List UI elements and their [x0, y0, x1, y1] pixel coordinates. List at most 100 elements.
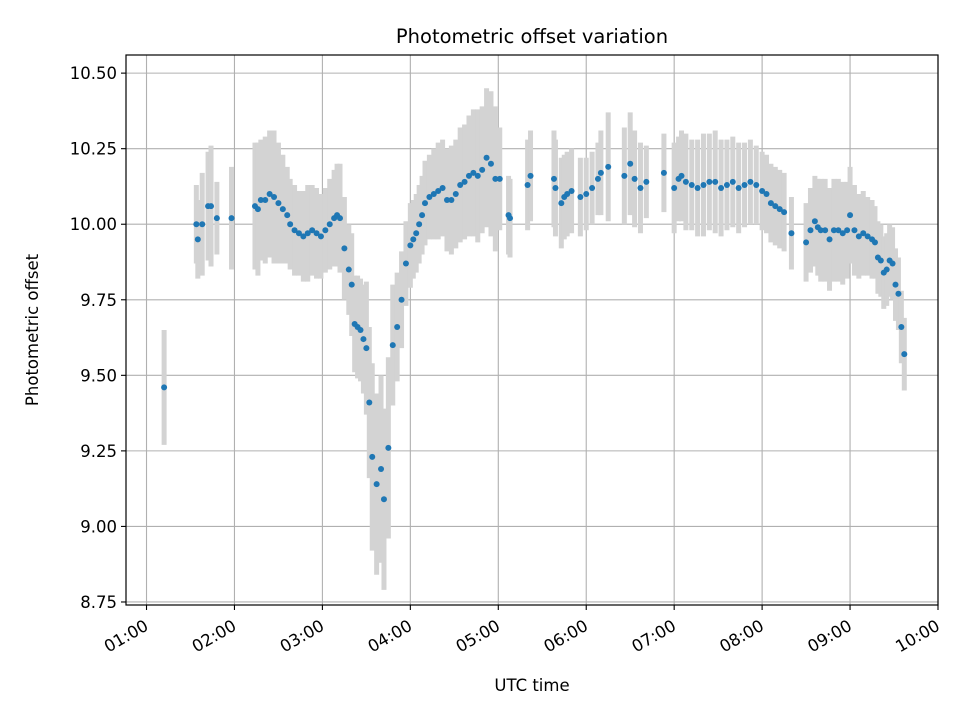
- data-point: [193, 221, 200, 228]
- data-point: [772, 203, 779, 210]
- data-point: [378, 466, 385, 473]
- data-point: [637, 184, 644, 191]
- data-point: [208, 203, 215, 210]
- data-point: [300, 233, 307, 240]
- data-point: [487, 160, 494, 167]
- data-point: [341, 245, 348, 252]
- data-point: [660, 169, 667, 176]
- data-point: [577, 194, 584, 201]
- data-point: [550, 175, 557, 182]
- data-point: [700, 181, 707, 188]
- data-point: [194, 236, 201, 243]
- data-point: [326, 221, 333, 228]
- data-point: [313, 230, 320, 237]
- data-point: [357, 327, 364, 333]
- x-tick-label: 09:00: [804, 616, 855, 656]
- data-point: [860, 230, 867, 237]
- x-tick-label: 08:00: [716, 616, 767, 656]
- data-point: [304, 230, 311, 237]
- data-point: [855, 233, 862, 240]
- data-point: [678, 172, 685, 179]
- data-point: [688, 181, 695, 188]
- data-point: [753, 181, 760, 188]
- data-point: [419, 212, 426, 219]
- data-point: [817, 227, 824, 234]
- data-point: [457, 181, 464, 188]
- data-point: [394, 323, 401, 330]
- y-tick-label: 9.75: [80, 291, 117, 310]
- x-tick-label: 01:00: [101, 616, 152, 656]
- data-point: [366, 399, 373, 406]
- data-point: [682, 178, 689, 185]
- x-tick-label: 02:00: [189, 616, 240, 656]
- data-point: [583, 191, 590, 198]
- y-tick-label: 10.25: [70, 140, 117, 159]
- data-point: [524, 181, 531, 188]
- data-points: [161, 154, 908, 503]
- data-point: [839, 230, 846, 237]
- data-point: [266, 191, 273, 198]
- data-point: [877, 257, 884, 264]
- data-point: [363, 345, 370, 352]
- data-point: [483, 154, 490, 161]
- data-point: [741, 181, 748, 188]
- y-tick-label: 9.00: [80, 517, 117, 536]
- data-point: [589, 184, 596, 191]
- data-point: [605, 163, 612, 170]
- data-point: [735, 184, 742, 191]
- x-tick-label: 05:00: [453, 616, 504, 656]
- data-point: [470, 169, 477, 176]
- data-point: [416, 221, 423, 228]
- data-point: [883, 266, 890, 273]
- data-point: [847, 212, 854, 219]
- data-point: [336, 215, 343, 222]
- data-point: [558, 200, 565, 207]
- y-axis-ticks: 8.75 9.00 9.25 9.50 9.75 10.00 10.25 10.50: [70, 64, 126, 612]
- data-point: [706, 178, 713, 185]
- x-axis-ticks: 01:00 02:00 03:00 04:00 05:00 06:00 07:00 08:00…: [101, 605, 943, 656]
- y-tick-label: 10.00: [70, 215, 117, 234]
- data-point: [161, 384, 168, 391]
- x-tick-label: 06:00: [541, 616, 592, 656]
- x-tick-label: 07:00: [628, 616, 679, 656]
- x-tick-label: 10:00: [892, 616, 943, 656]
- y-tick-label: 9.50: [80, 366, 117, 385]
- data-point: [871, 239, 878, 246]
- data-point: [723, 181, 730, 188]
- data-point: [443, 197, 450, 204]
- data-point: [295, 230, 302, 237]
- x-axis-label: UTC time: [494, 676, 569, 695]
- data-point: [385, 444, 392, 451]
- data-point: [864, 233, 871, 240]
- data-point: [426, 194, 433, 201]
- x-tick-label: 04:00: [365, 616, 416, 656]
- data-point: [889, 260, 896, 267]
- data-point: [492, 175, 499, 182]
- data-point: [759, 187, 766, 194]
- data-point: [279, 206, 286, 213]
- data-point: [631, 175, 638, 182]
- data-point: [287, 221, 294, 228]
- data-point: [439, 184, 446, 191]
- data-point: [373, 481, 380, 488]
- data-point: [694, 184, 701, 191]
- data-point: [422, 200, 429, 207]
- data-point: [844, 227, 851, 234]
- data-point: [826, 236, 833, 243]
- data-point: [830, 227, 837, 234]
- data-point: [671, 184, 678, 191]
- data-point: [407, 242, 414, 249]
- data-point: [895, 290, 902, 297]
- data-point: [369, 453, 376, 460]
- data-point: [627, 160, 634, 167]
- data-point: [712, 178, 719, 185]
- data-point: [474, 172, 481, 179]
- data-point: [213, 215, 220, 222]
- data-point: [360, 336, 367, 343]
- y-tick-label: 8.75: [80, 593, 117, 612]
- data-point: [527, 172, 534, 179]
- data-point: [257, 197, 264, 204]
- data-point: [398, 296, 405, 303]
- data-point: [380, 496, 387, 503]
